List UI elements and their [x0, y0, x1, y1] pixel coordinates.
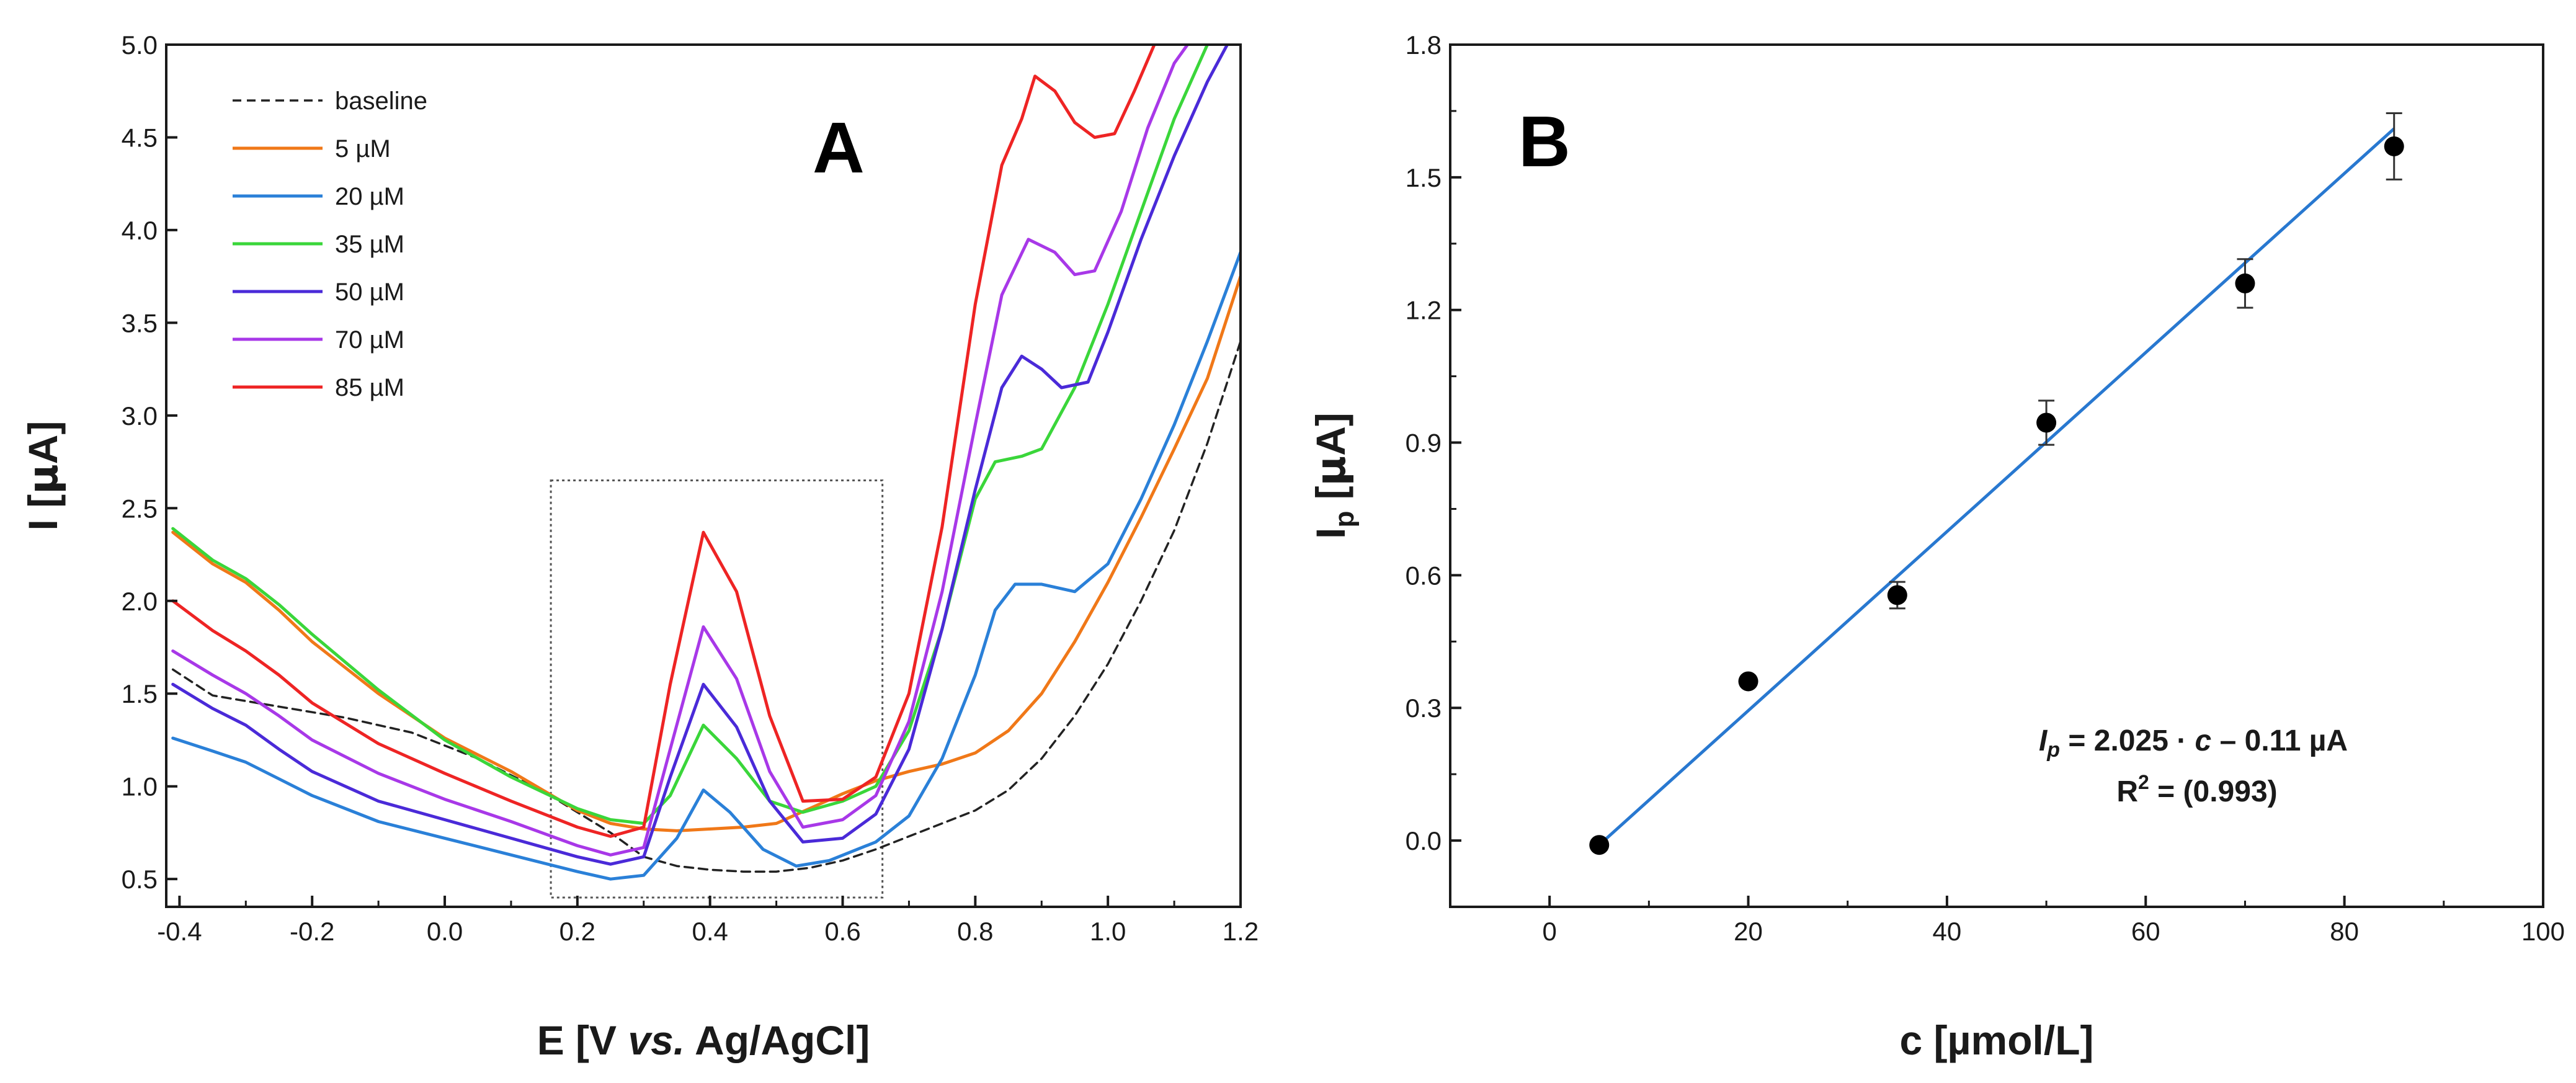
panel-b-plot-area [1589, 112, 2404, 855]
panel-b-eq-c: c [2195, 724, 2212, 757]
panel-b-y-axis-title: Ip [µA] [1307, 412, 1360, 539]
panel-a-legend: baseline 5 µM 20 µM 35 µM 50 µM 70 µM 85 µM [233, 87, 427, 401]
panel-b-x-tick-label: 40 [1933, 917, 1962, 946]
panel-b-y-title-part-5: A] [1308, 412, 1353, 456]
panel-a-x-tick-label: 0.6 [824, 917, 860, 946]
panel-a-x-ticks: -0.4 -0.2 0.0 0.2 0.4 0.6 0.8 1.0 1.2 [157, 896, 1259, 946]
panel-b-y-title-mu: µ [1307, 456, 1355, 486]
panel-b-r-value: = (0.993) [2149, 775, 2278, 808]
panel-a-legend-label: 50 µM [335, 279, 404, 306]
panel-a-x-tick-label: -0.4 [157, 917, 202, 946]
panel-a-x-tick-label: -0.2 [290, 917, 334, 946]
panel-b-frame [1449, 43, 2544, 908]
panel-a-y-tick-label: 2.0 [122, 587, 158, 616]
panel-a-curves [171, 45, 1241, 881]
panel-a-x-tick-label: 0.8 [957, 917, 993, 946]
panel-a-legend-label: 70 µM [335, 326, 404, 354]
panel-a-x-title-part-1: E [V [537, 1017, 628, 1063]
panel-a-y-ticks: 0.5 1.0 1.5 2.0 2.5 3.0 3.5 4.0 4.5 5.0 [122, 30, 177, 894]
panel-b-y-tick-label: 0.3 [1406, 693, 1442, 723]
panel-a-legend-label: 5 µM [335, 135, 391, 163]
panel-a-series-line-5 [171, 45, 1189, 857]
panel-b-fit-line [1598, 127, 2396, 847]
panel-b-eq-part-5: – 0.11 µA [2211, 724, 2348, 757]
panel-a-y-title-mu: µ [19, 464, 67, 494]
panel-a-series-line-6 [171, 45, 1156, 838]
panel-a-y-axis-title: I [µA] [19, 421, 67, 531]
panel-b-x-ticks: 0 20 40 60 80 100 [1543, 896, 2565, 946]
panel-b-x-tick-label: 60 [2131, 917, 2160, 946]
panel-a-legend-label: 85 µM [335, 374, 404, 401]
panel-a-letter: A [813, 107, 865, 188]
panel-b-y-tick-label: 0.0 [1406, 826, 1442, 855]
panel-a-y-title-part-3: A] [20, 421, 66, 465]
panel-a-series-line-4 [171, 45, 1229, 866]
panel-b-x-axis-title: c [µmol/L] [1899, 1017, 2093, 1063]
panel-b-y-tick-label: 1.8 [1406, 30, 1442, 60]
panel-b-fit-equation: Ip = 2.025 · c – 0.11 µA [2039, 724, 2348, 762]
panel-a-series-line-2 [171, 251, 1241, 881]
panel-b-y-tick-label: 1.2 [1406, 296, 1442, 325]
panel-a-legend-label: 20 µM [335, 183, 404, 210]
panel-b-r-label: R [2116, 775, 2138, 808]
panel-b-y-tick-label: 0.6 [1406, 561, 1442, 590]
panel-a-plot-area [171, 45, 1241, 899]
panel-a-chart: -0.4 -0.2 0.0 0.2 0.4 0.6 0.8 1.0 1.2 0.5 1.0 1.5 2… [19, 30, 1259, 1063]
panel-a-legend-label: baseline [335, 87, 427, 115]
panel-a-x-tick-label: 0.0 [427, 917, 463, 946]
panel-b-data-point [2235, 273, 2255, 293]
panel-a-x-tick-label: 0.4 [692, 917, 728, 946]
panel-a-legend-label: 35 µM [335, 231, 404, 258]
panel-b-y-tick-label: 1.5 [1406, 163, 1442, 192]
panel-a-series-line-1 [171, 275, 1241, 832]
panel-a-y-tick-label: 3.5 [122, 308, 158, 337]
panel-a-frame [165, 43, 1242, 908]
panel-b-y-ticks: 0.0 0.3 0.6 0.9 1.2 1.5 1.8 [1406, 30, 1461, 855]
panel-b-x-tick-label: 0 [1543, 917, 1557, 946]
panel-b-chart: 0 20 40 60 80 100 0.0 0.3 0.6 0.9 1.2 1.5 1.8 B c [… [1307, 30, 2565, 1063]
panel-b-data-point [1887, 585, 1907, 605]
panel-a-y-title-part-1: I [ [20, 494, 66, 531]
panel-a-series-line-0 [171, 340, 1241, 873]
panel-b-y-title-i: I [1308, 528, 1353, 539]
panel-b-eq-part-3: = 2.025 · [2060, 724, 2195, 757]
panel-a-y-tick-label: 0.5 [122, 865, 158, 894]
panel-b-data-point [2384, 136, 2404, 156]
panel-b-eq-i: I [2039, 724, 2048, 757]
panel-b-data-point [1589, 835, 1610, 855]
panel-a-y-tick-label: 3.0 [122, 401, 158, 430]
panel-a-x-tick-label: 1.0 [1090, 917, 1126, 946]
panel-b-x-tick-label: 20 [1734, 917, 1763, 946]
panel-a-x-axis-title: E [V vs. Ag/AgCl] [537, 1017, 870, 1063]
panel-b-r-squared: R2 = (0.993) [2116, 771, 2277, 808]
panel-a-y-tick-label: 4.5 [122, 123, 158, 152]
panel-a-x-title-part-3: Ag/AgCl] [685, 1017, 870, 1063]
panel-b-data-point [2036, 412, 2057, 433]
panel-a-series-line-3 [171, 45, 1209, 825]
panel-b-y-title-part-3: [ [1308, 486, 1353, 510]
panel-b-letter: B [1518, 101, 1571, 182]
panel-b-x-tick-label: 100 [2521, 917, 2565, 946]
panel-b-data-point [1738, 671, 1758, 692]
panel-b-r-sup: 2 [2138, 771, 2149, 793]
panel-a-y-tick-label: 2.5 [122, 494, 158, 523]
panel-a-x-title-italic: vs. [628, 1017, 685, 1063]
panel-a-y-tick-label: 1.5 [122, 679, 158, 708]
panel-a-y-tick-label: 1.0 [122, 772, 158, 801]
panel-b-eq-sub: p [2046, 738, 2060, 762]
panel-b-y-title-sub: p [1329, 511, 1360, 528]
panel-a-y-tick-label: 5.0 [122, 30, 158, 60]
panel-b-y-tick-label: 0.9 [1406, 429, 1442, 458]
panel-b-x-tick-label: 80 [2330, 917, 2359, 946]
panel-a-x-tick-label: 0.2 [559, 917, 595, 946]
panel-a-x-tick-label: 1.2 [1223, 917, 1259, 946]
panel-a-y-tick-label: 4.0 [122, 216, 158, 245]
